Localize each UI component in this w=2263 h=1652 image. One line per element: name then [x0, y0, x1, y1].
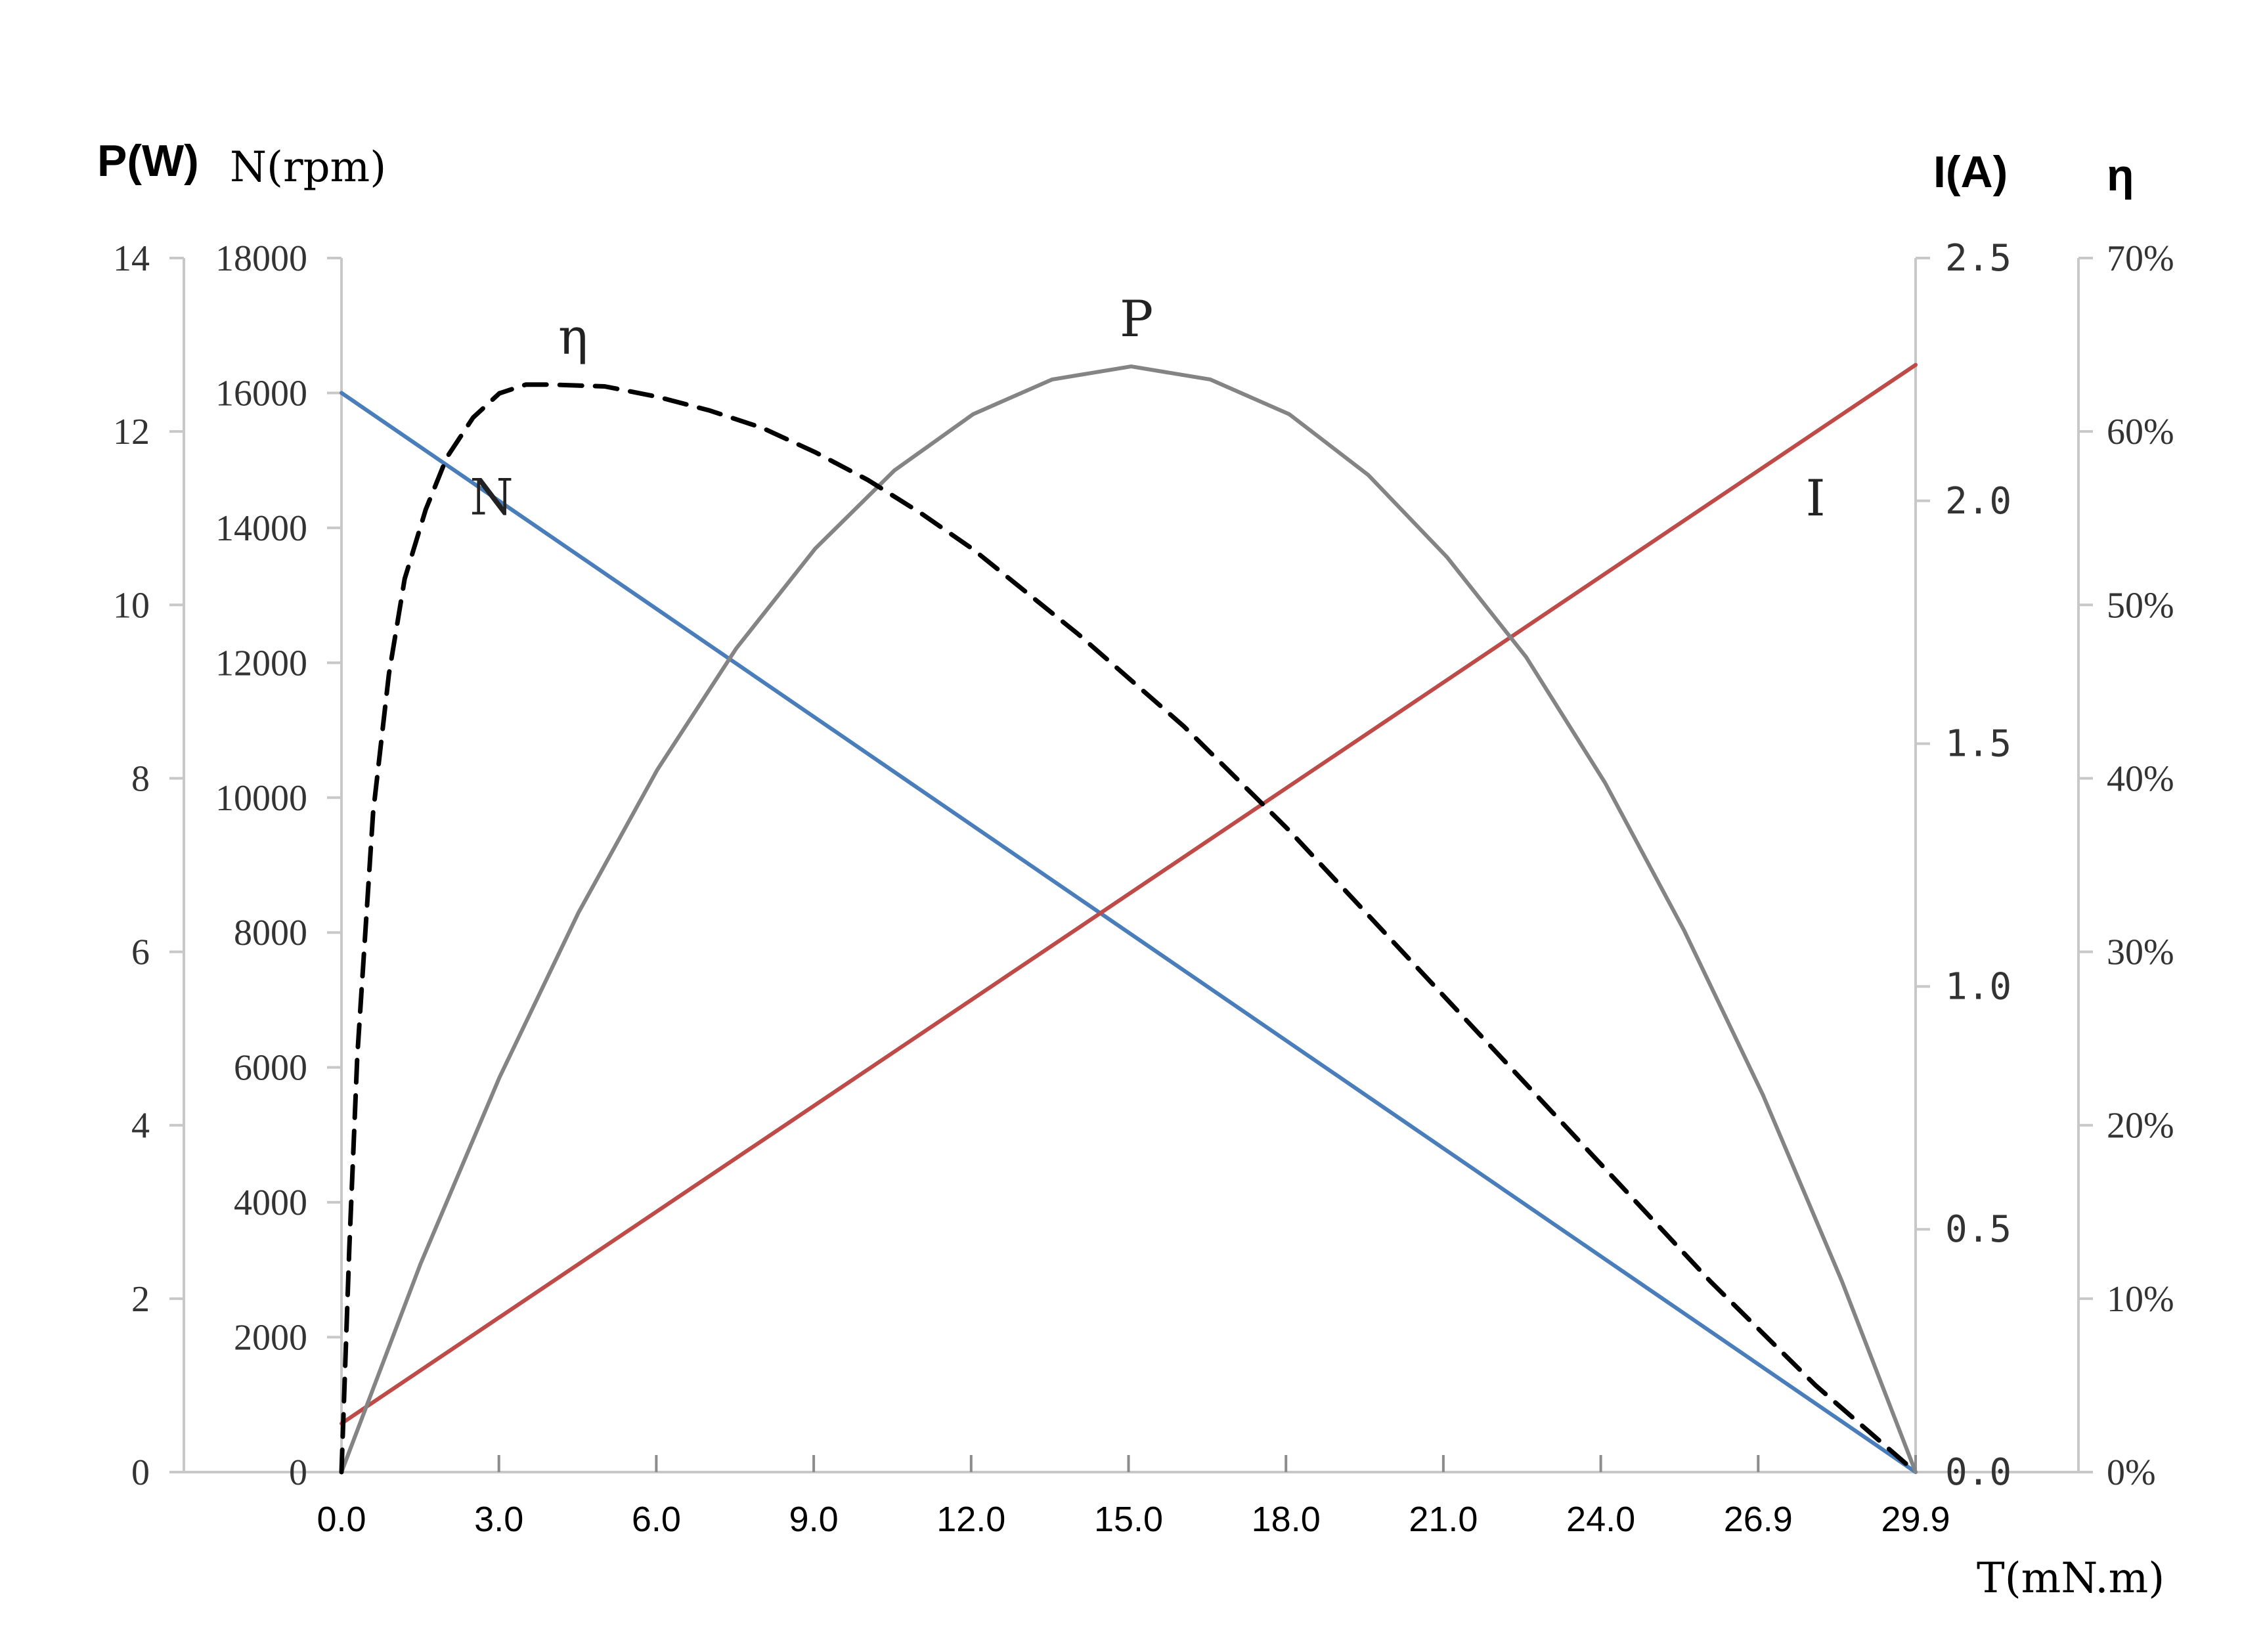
x-axis-tick-label: 21.0 — [1409, 1500, 1478, 1539]
efficiency-axis-tick-label: 60% — [2107, 412, 2174, 452]
efficiency-axis-tick-label: 10% — [2107, 1279, 2174, 1320]
efficiency-series-label: η — [558, 307, 588, 365]
power-axis-tick-label: 8 — [131, 758, 150, 799]
x-axis-tick-label: 29.9 — [1881, 1500, 1950, 1539]
x-axis-tick-label: 26.9 — [1724, 1500, 1793, 1539]
current-axis-tick-label: 0.5 — [1945, 1208, 2011, 1251]
axes: 0 2 4 6 8 10 12 14 0 2000 4000 6000 8000 10000 12000 14… — [113, 237, 2174, 1539]
speed-series-label: N — [470, 467, 514, 526]
speed-axis-title: N(rpm) — [230, 143, 386, 192]
power-axis-tick-label: 12 — [113, 412, 150, 452]
efficiency-series-line — [339, 382, 1918, 1475]
current-axis-tick-label: 2.0 — [1945, 480, 2011, 523]
power-axis-tick-label: 4 — [131, 1106, 150, 1146]
current-axis-tick-label: 2.5 — [1945, 237, 2011, 280]
x-axis-tick-label: 3.0 — [474, 1500, 523, 1539]
power-series-line — [340, 364, 1918, 1474]
current-axis-tick-label: 1.5 — [1945, 723, 2011, 766]
series-lines — [339, 362, 1918, 1475]
speed-axis-tick-label: 4000 — [234, 1183, 307, 1223]
x-axis-tick-label: 9.0 — [789, 1500, 839, 1539]
x-axis-tick-label: 24.0 — [1566, 1500, 1635, 1539]
x-axis-tick-label: 15.0 — [1094, 1500, 1163, 1539]
speed-axis-tick-label: 2000 — [234, 1318, 307, 1359]
speed-axis-tick-label: 18000 — [215, 238, 307, 279]
efficiency-axis-tick-label: 0% — [2107, 1452, 2156, 1493]
speed-axis-tick-label: 6000 — [234, 1048, 307, 1089]
power-series-label: P — [1120, 290, 1153, 348]
current-series-line — [340, 362, 1918, 1425]
speed-axis-tick-label: 0 — [289, 1452, 307, 1493]
speed-axis-tick-label: 10000 — [215, 778, 307, 819]
power-axis-title: P(W) — [97, 136, 199, 186]
x-axis-tick-label: 18.0 — [1252, 1500, 1321, 1539]
speed-axis-tick-label: 12000 — [215, 643, 307, 684]
efficiency-axis-title: η — [2107, 150, 2134, 200]
efficiency-axis-tick-label: 70% — [2107, 238, 2174, 279]
speed-axis-tick-label: 8000 — [234, 913, 307, 953]
x-axis-tick-label: 12.0 — [936, 1500, 1005, 1539]
current-axis-tick-label: 0.0 — [1945, 1451, 2011, 1494]
series-labels: N I Pη — [470, 290, 1825, 527]
power-axis-tick-label: 14 — [113, 238, 150, 279]
power-axis-tick-label: 2 — [131, 1279, 150, 1320]
x-axis-tick-label: 0.0 — [317, 1500, 366, 1539]
current-series-label: I — [1806, 469, 1826, 527]
current-axis-title: I(A) — [1933, 147, 2008, 197]
power-axis-tick-label: 0 — [131, 1452, 150, 1493]
current-axis-tick-label: 1.0 — [1945, 965, 2011, 1008]
power-axis-tick-label: 6 — [131, 932, 150, 973]
torque-axis-title: T(mN.m) — [1977, 1554, 2164, 1603]
speed-series-line — [340, 391, 1918, 1474]
efficiency-axis-tick-label: 50% — [2107, 585, 2174, 626]
efficiency-axis-tick-label: 20% — [2107, 1106, 2174, 1146]
speed-axis-tick-label: 16000 — [215, 373, 307, 414]
power-axis-tick-label: 10 — [113, 585, 150, 626]
efficiency-axis-tick-label: 30% — [2107, 932, 2174, 973]
speed-axis-tick-label: 14000 — [215, 508, 307, 549]
x-axis-tick-label: 6.0 — [632, 1500, 681, 1539]
efficiency-axis-tick-label: 40% — [2107, 758, 2174, 799]
